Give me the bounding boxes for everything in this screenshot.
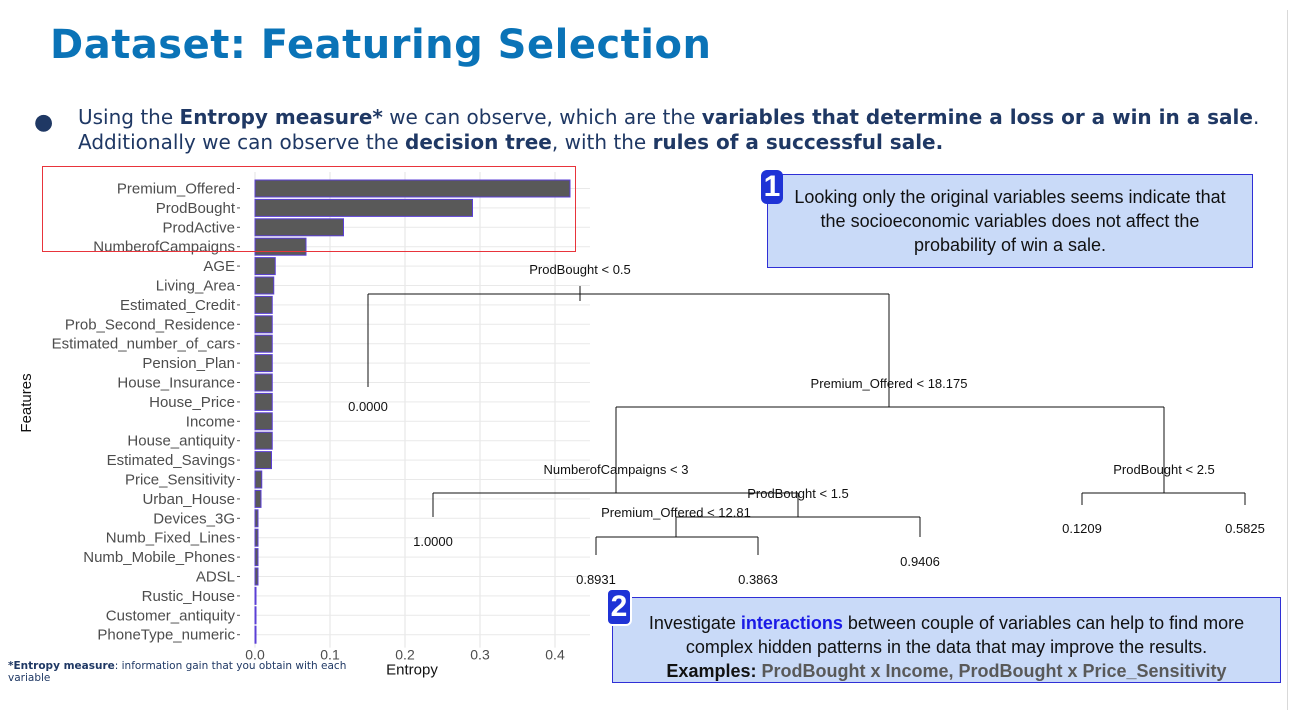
chart-x-axis-label: Entropy <box>386 662 438 679</box>
chart-bar <box>254 334 273 353</box>
chart-category-label: Rustic_House <box>142 588 235 605</box>
chart-bar <box>254 528 259 547</box>
tree-node-prodbought-25: ProdBought < 2.5 <box>1113 462 1215 477</box>
chart-category-label: ProdBought <box>156 200 236 217</box>
tree-leaf-value: 0.1209 <box>1062 521 1102 536</box>
chart-bar <box>254 509 259 528</box>
tree-leaf-value: 1.0000 <box>413 534 453 549</box>
chart-bar <box>254 606 257 625</box>
chart-category-label: Devices_3G <box>153 510 235 527</box>
slide-title: Dataset: Featuring Selection <box>50 22 712 68</box>
chart-bar <box>254 179 571 198</box>
chart-bar <box>254 548 259 567</box>
chart-bar <box>254 431 273 450</box>
decision-tree-diagram: ProdBought < 0.5 Premium_Offered < 18.17… <box>348 262 1265 587</box>
bullet-text-1: Using the <box>78 105 180 129</box>
chart-bar <box>254 451 272 470</box>
chart-x-tick-label: 0.0 <box>245 647 265 663</box>
footnote-text: : information gain that you obtain with … <box>8 660 347 684</box>
insight-callout-2: Investigate interactions between couple … <box>612 597 1281 683</box>
chart-bar <box>254 586 257 605</box>
tree-node-numberofcampaigns: NumberofCampaigns < 3 <box>544 462 689 477</box>
chart-bar <box>254 489 262 508</box>
chart-category-label: House_Price <box>149 394 235 411</box>
bullet-bold-1: Entropy measure* <box>179 105 383 129</box>
callout-2-examples-label: Examples: <box>666 661 757 681</box>
chart-bar <box>254 237 307 256</box>
chart-category-label: House_antiquity <box>127 433 235 450</box>
intro-bullet: Using the Entropy measure* we can observ… <box>78 105 1268 155</box>
tree-leaf-value: 0.8931 <box>576 572 616 587</box>
chart-bar <box>254 567 259 586</box>
bullet-text-3: . Additionally we can observe the <box>78 105 1260 154</box>
bullet-marker: ● <box>34 110 54 135</box>
chart-x-tick-label: 0.3 <box>470 647 490 663</box>
tree-leaf-value: 0.5825 <box>1225 521 1265 536</box>
chart-bar <box>254 295 273 314</box>
chart-bar <box>254 373 273 392</box>
chart-x-tick-label: 0.2 <box>395 647 415 663</box>
chart-category-label: Pension_Plan <box>142 355 235 372</box>
chart-category-label: Price_Sensitivity <box>125 472 236 489</box>
chart-bar <box>254 218 344 237</box>
chart-bar <box>254 198 473 217</box>
tree-node-premium-offered-1281: Premium_Offered < 12.81 <box>601 505 751 520</box>
chart-bar <box>254 625 257 644</box>
chart-bar <box>254 315 273 334</box>
chart-category-label: PhoneType_numeric <box>97 627 235 644</box>
callout-number-badge: 1 <box>761 170 783 204</box>
tree-leaf-value: 0.9406 <box>900 554 940 569</box>
chart-category-label: Prob_Second_Residence <box>65 316 235 333</box>
chart-category-label: Numb_Mobile_Phones <box>83 549 235 566</box>
tree-node-root: ProdBought < 0.5 <box>529 262 631 277</box>
chart-x-tick-label: 0.4 <box>545 647 565 663</box>
callout-number-badge: 2 <box>606 588 632 626</box>
callout-2-examples-values: ProdBought x Income, ProdBought x Price_… <box>761 661 1227 681</box>
tree-node-premium-offered-18175: Premium_Offered < 18.175 <box>811 376 968 391</box>
chart-category-label: House_Insurance <box>117 375 235 392</box>
chart-category-label: ADSL <box>196 569 235 586</box>
chart-category-label: Numb_Fixed_Lines <box>106 530 235 547</box>
chart-category-label: Urban_House <box>142 491 235 508</box>
chart-bar <box>254 470 263 489</box>
chart-x-tick-label: 0.1 <box>320 647 340 663</box>
tree-leaf-value: 0.3863 <box>738 572 778 587</box>
bullet-bold-3: decision tree <box>405 130 552 154</box>
chart-category-label: Customer_antiquity <box>106 607 236 624</box>
chart-category-label: Estimated_Credit <box>120 297 236 314</box>
chart-bar <box>254 354 273 373</box>
bullet-text-4: , with the <box>551 130 653 154</box>
callout-2-text-1: Investigate <box>648 613 741 633</box>
callout-1-text: Looking only the original variables seem… <box>794 187 1226 255</box>
chart-bar <box>254 276 275 295</box>
chart-category-label: Estimated_Savings <box>107 452 235 469</box>
tree-node-prodbought-15: ProdBought < 1.5 <box>747 486 849 501</box>
chart-bar <box>254 257 276 276</box>
chart-category-label: Living_Area <box>156 278 236 295</box>
chart-category-label: Premium_Offered <box>117 181 235 198</box>
tree-leaf-value: 0.0000 <box>348 399 388 414</box>
chart-y-axis-label: Features <box>18 373 35 432</box>
bullet-bold-2: variables that determine a loss or a win… <box>701 105 1253 129</box>
chart-category-label: ProdActive <box>162 219 235 236</box>
bullet-text-2: we can observe, which are the <box>382 105 702 129</box>
top-features-highlight-box <box>42 166 576 252</box>
footnote: *Entropy measure: information gain that … <box>8 660 348 684</box>
callout-2-highlight: interactions <box>740 613 843 633</box>
chart-category-label: Income <box>186 413 235 430</box>
entropy-bar-chart: Premium_OfferedProdBoughtProdActiveNumbe… <box>18 172 590 679</box>
callout-2-text-2: between couple of variables can help to … <box>685 613 1245 657</box>
chart-bar <box>254 392 273 411</box>
chart-bar <box>254 412 273 431</box>
insight-callout-1: Looking only the original variables seem… <box>767 174 1253 268</box>
chart-category-label: AGE <box>203 258 235 275</box>
footnote-term: *Entropy measure <box>8 660 115 672</box>
chart-category-label: Estimated_number_of_cars <box>52 336 235 353</box>
slide-edge-divider <box>1287 10 1288 710</box>
bullet-bold-4: rules of a successful sale. <box>652 130 944 154</box>
